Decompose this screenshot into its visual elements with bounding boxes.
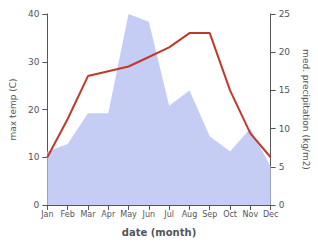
svg-text:Oct: Oct	[223, 210, 237, 219]
svg-text:Dec: Dec	[263, 210, 278, 219]
svg-text:40: 40	[28, 9, 40, 19]
svg-text:10: 10	[279, 124, 291, 134]
svg-text:Aug: Aug	[182, 210, 198, 219]
svg-text:max temp (C): max temp (C)	[8, 78, 18, 140]
svg-text:0: 0	[34, 200, 40, 210]
svg-text:med. precipitation (kg/m2): med. precipitation (kg/m2)	[301, 49, 311, 170]
svg-text:10: 10	[28, 152, 40, 162]
svg-text:date (month): date (month)	[122, 227, 196, 238]
svg-text:Jul: Jul	[163, 210, 174, 219]
svg-text:Nov: Nov	[243, 210, 259, 219]
svg-text:0: 0	[279, 200, 285, 210]
svg-text:30: 30	[28, 57, 40, 67]
svg-text:Feb: Feb	[61, 210, 75, 219]
svg-text:May: May	[120, 210, 137, 219]
svg-text:Apr: Apr	[101, 210, 116, 219]
svg-text:20: 20	[28, 105, 40, 115]
svg-text:Jun: Jun	[142, 210, 156, 219]
svg-text:25: 25	[279, 9, 290, 19]
svg-text:20: 20	[279, 47, 291, 57]
svg-text:5: 5	[279, 162, 285, 172]
svg-text:Mar: Mar	[80, 210, 96, 219]
svg-text:Jan: Jan	[40, 210, 53, 219]
svg-text:Sep: Sep	[202, 210, 217, 219]
svg-text:15: 15	[279, 85, 290, 95]
